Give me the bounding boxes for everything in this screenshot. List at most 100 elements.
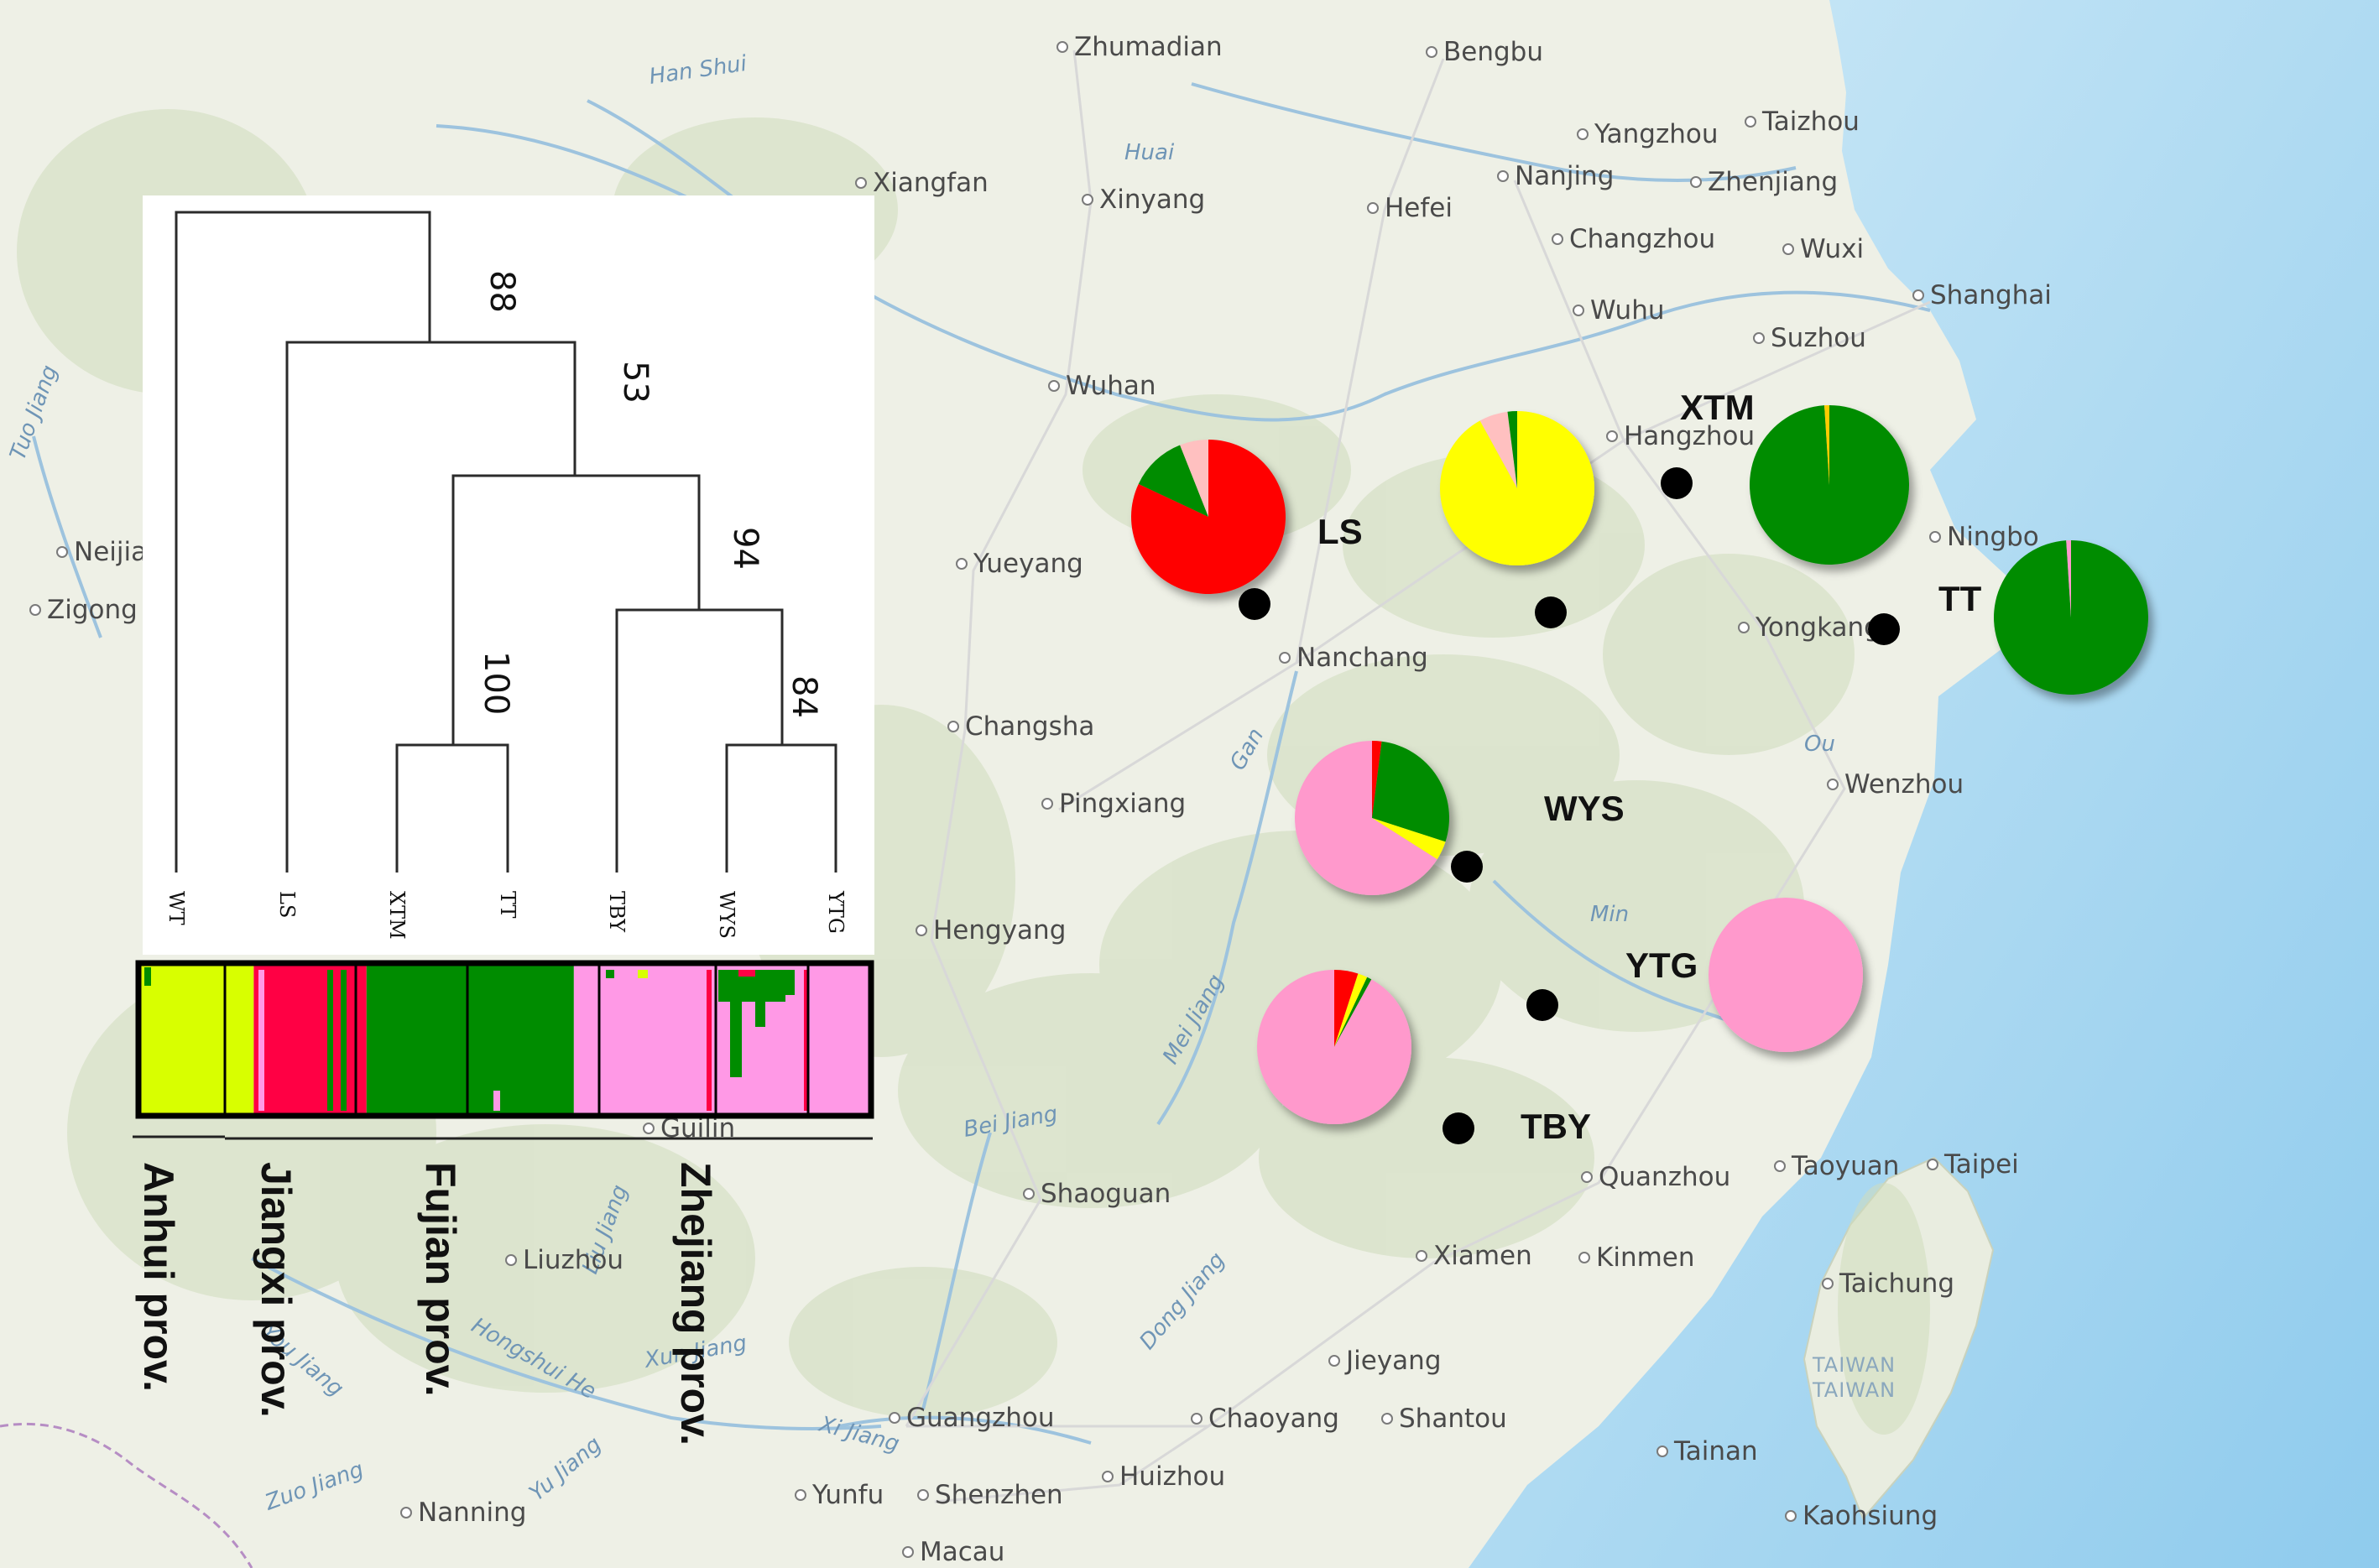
branch-tby-clade xyxy=(615,608,784,873)
province-label-fujian: Fujian prov. xyxy=(417,1162,464,1397)
city-marker-icon xyxy=(795,1489,806,1501)
city-name: Zhenjiang xyxy=(1708,167,1838,197)
city-label: Hangzhou xyxy=(1606,421,1755,451)
pie-slice xyxy=(1824,405,1829,485)
city-marker-icon xyxy=(1912,289,1924,301)
city-label: Hengyang xyxy=(916,915,1066,945)
city-label: Quanzhou xyxy=(1581,1162,1730,1192)
tree-branches xyxy=(175,211,837,873)
city-name: Macau xyxy=(920,1537,1004,1567)
city-marker-icon xyxy=(1822,1278,1834,1289)
city-marker-icon xyxy=(1426,46,1437,58)
pie-slice xyxy=(1709,898,1863,1052)
province-border xyxy=(0,1422,253,1568)
site-ls: LS xyxy=(1131,440,1363,620)
province-label-anhui: Anhui prov. xyxy=(135,1162,182,1392)
city-name: Wuxi xyxy=(1800,234,1864,264)
city-name: Kaohsiung xyxy=(1803,1501,1938,1531)
structure-frame xyxy=(135,960,874,1119)
city-label: Nanning xyxy=(400,1498,526,1528)
bootstrap-53: 53 xyxy=(616,361,655,404)
site-label: TBY xyxy=(1521,1107,1591,1146)
city-marker-icon xyxy=(1102,1471,1114,1482)
city-name: Taipei xyxy=(1943,1149,2019,1180)
admix-mark xyxy=(638,970,648,978)
city-name: Shenzhen xyxy=(935,1480,1063,1510)
bootstrap-84: 84 xyxy=(785,675,823,718)
structure-cluster-block xyxy=(366,966,574,1113)
sampling-sites: LS XTM TT WYS YTG TBY xyxy=(1131,388,2148,1146)
city-label: Shenzhen xyxy=(917,1480,1063,1510)
city-name: Zhumadian xyxy=(1074,32,1223,62)
city-name: Jieyang xyxy=(1344,1346,1442,1376)
city-marker-icon xyxy=(1745,116,1756,128)
city-label: Bengbu xyxy=(1426,37,1543,67)
structure-cluster-block xyxy=(141,966,254,1113)
admix-mark xyxy=(738,970,755,977)
city-name: Taoyuan xyxy=(1791,1151,1899,1181)
city-label: Zigong xyxy=(29,595,138,625)
city-marker-icon xyxy=(1785,1510,1797,1522)
admix-mark xyxy=(606,970,614,978)
city-label: Chaoyang xyxy=(1191,1404,1339,1434)
city-name: Chaoyang xyxy=(1208,1404,1339,1434)
site-wys: WYS xyxy=(1295,741,1625,895)
city-label: Ningbo xyxy=(1929,522,2039,552)
leaf-label-tby: TBY xyxy=(605,891,629,933)
city-name: Hengyang xyxy=(933,915,1066,945)
pie-slice xyxy=(1180,440,1208,517)
pie-slice xyxy=(1372,741,1449,842)
city-marker-icon xyxy=(1552,233,1563,245)
city-label: Changsha xyxy=(947,711,1094,742)
city-name: Tainan xyxy=(1673,1436,1758,1466)
city-label: Kaohsiung xyxy=(1785,1501,1938,1531)
city-marker-icon xyxy=(1041,798,1053,810)
city-name: Wuhan xyxy=(1066,371,1156,401)
province-label-zhejiang: Zhejiang prov. xyxy=(672,1162,719,1446)
city-marker-icon xyxy=(947,721,959,732)
city-marker-icon xyxy=(56,546,68,558)
site-tt: TT xyxy=(1868,540,2148,695)
city-name: Nanning xyxy=(418,1498,526,1528)
branch-wys-ytg xyxy=(725,743,837,873)
city-name: Huizhou xyxy=(1119,1461,1225,1492)
tree-panel: 88 53 94 100 84 WT LS XTM TT TBY WYS YTG xyxy=(143,195,874,955)
admix-mark xyxy=(755,1002,765,1027)
site-location-dot xyxy=(1535,596,1567,628)
city-marker-icon xyxy=(1367,202,1379,214)
city-label: Hefei xyxy=(1367,193,1453,223)
city-marker-icon xyxy=(1774,1160,1786,1172)
city-marker-icon xyxy=(400,1507,412,1519)
city-name: Shaoguan xyxy=(1041,1179,1171,1209)
bootstrap-94: 94 xyxy=(726,527,764,570)
city-label: Shaoguan xyxy=(1023,1179,1171,1209)
city-name: Xinyang xyxy=(1099,185,1205,215)
city-marker-icon xyxy=(1056,41,1068,53)
city-label: Xiangfan xyxy=(855,168,989,198)
pie-slice xyxy=(1334,977,1372,1047)
city-marker-icon xyxy=(956,558,968,570)
city-name: Ningbo xyxy=(1947,522,2039,552)
river-name: Huai xyxy=(1124,140,1175,165)
city-marker-icon xyxy=(1328,1355,1340,1367)
city-label: Taoyuan xyxy=(1774,1151,1899,1181)
site-xtm: XTM xyxy=(1661,388,1909,565)
city-name: Yueyang xyxy=(973,549,1083,579)
city-marker-icon xyxy=(902,1546,914,1558)
leaf-label-ytg: YTG xyxy=(824,890,848,934)
branch-fujian-zhejiang xyxy=(451,474,701,745)
admix-mark xyxy=(327,970,333,1111)
roads xyxy=(905,49,1931,1503)
city-label: Taichung xyxy=(1822,1268,1954,1299)
city-label: Nanchang xyxy=(1279,643,1428,673)
city-label: Yunfu xyxy=(795,1480,884,1510)
city-name: Liuzhou xyxy=(523,1245,623,1275)
site-label: LS xyxy=(1317,512,1363,551)
city-marker-icon xyxy=(1929,531,1941,543)
city-label: Nanjing xyxy=(1497,161,1614,191)
city-label: Kinmen xyxy=(1578,1242,1695,1273)
pie-slice xyxy=(1295,741,1437,895)
city-marker-icon xyxy=(643,1123,655,1134)
site-pie-chart xyxy=(1993,540,2148,695)
city-marker-icon xyxy=(1082,194,1093,206)
